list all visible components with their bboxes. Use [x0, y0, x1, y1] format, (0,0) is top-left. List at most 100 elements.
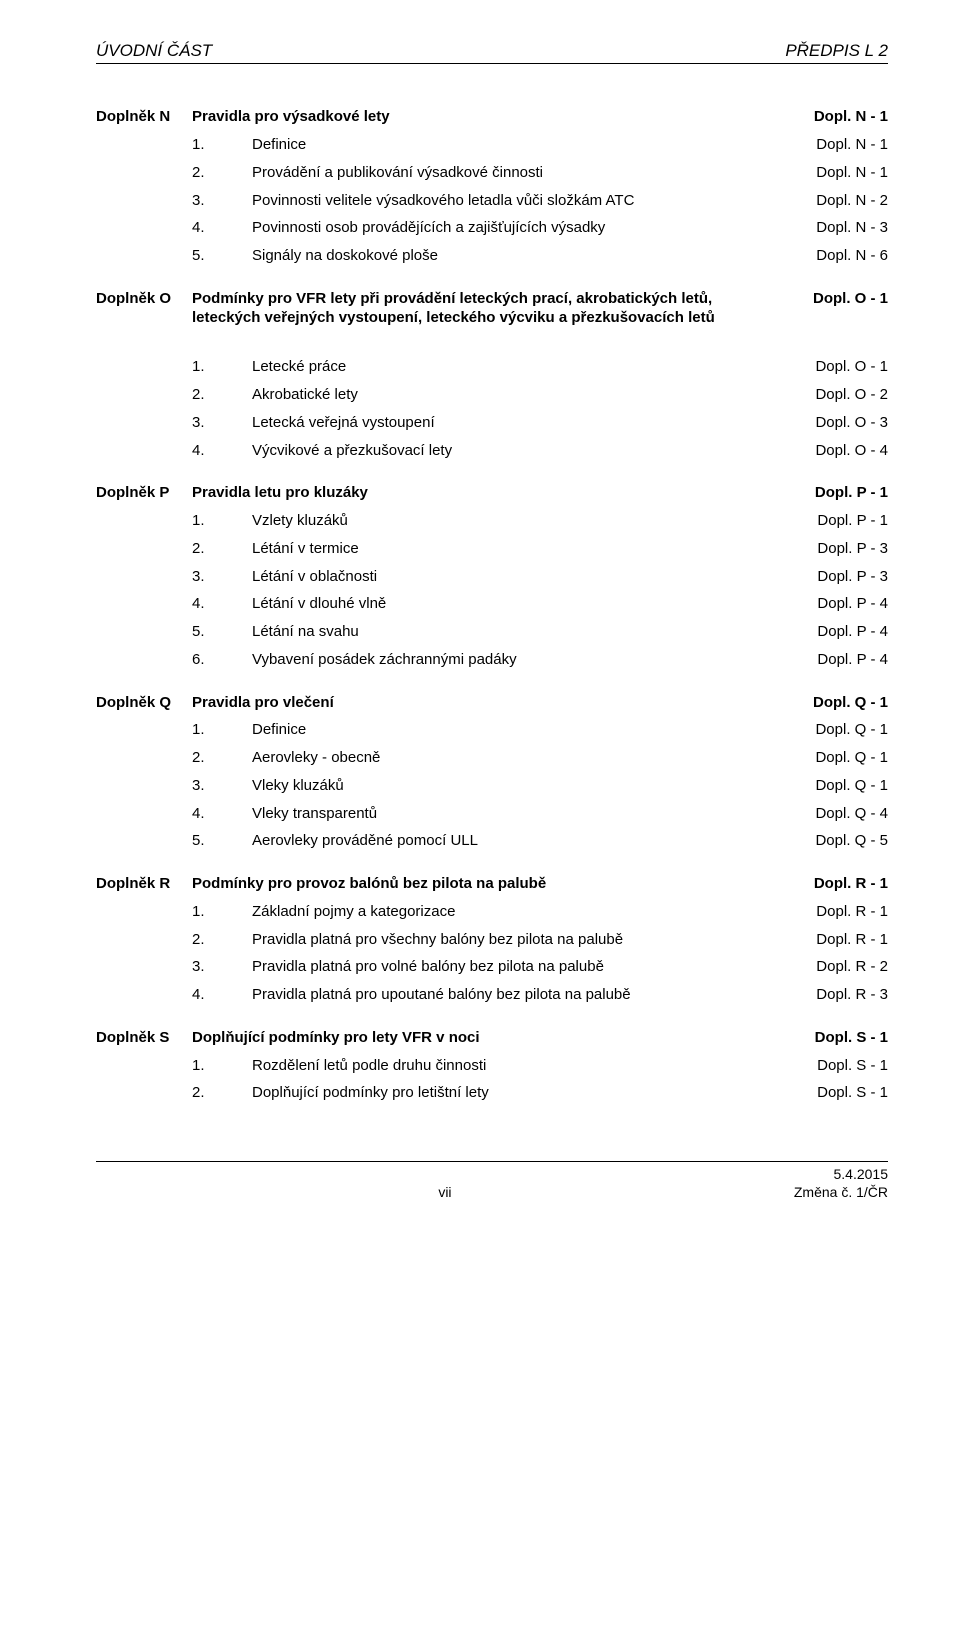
section-label: Doplněk O [96, 290, 192, 309]
toc-item-page: Dopl. O - 3 [793, 414, 888, 433]
toc-item-number: 1. [192, 1057, 252, 1076]
toc-item-row: 4.Vleky transparentůDopl. Q - 4 [96, 805, 888, 824]
toc-item-number: 3. [192, 414, 252, 433]
toc-item-page: Dopl. Q - 1 [793, 749, 888, 768]
toc-item-text: Aerovleky - obecně [252, 749, 793, 768]
toc-item-text: Rozdělení letů podle druhu činnosti [252, 1057, 793, 1076]
toc-item-number: 2. [192, 1084, 252, 1103]
toc-item-number: 6. [192, 651, 252, 670]
section-title: Doplňující podmínky pro lety VFR v noci [192, 1029, 793, 1048]
footer-change: Změna č. 1/ČR [794, 1184, 888, 1200]
page-footer: vii 5.4.2015 Změna č. 1/ČR [96, 1161, 888, 1201]
section-page: Dopl. N - 1 [793, 108, 888, 127]
toc-item-number: 5. [192, 832, 252, 851]
toc-item-row: 5.Aerovleky prováděné pomocí ULLDopl. Q … [96, 832, 888, 851]
toc-item-number: 4. [192, 219, 252, 238]
toc-item-text: Pravidla platná pro volné balóny bez pil… [252, 958, 793, 977]
header-right: PŘEDPIS L 2 [785, 40, 888, 61]
toc-item-page: Dopl. Q - 1 [793, 721, 888, 740]
toc-section: Doplněk NPravidla pro výsadkové letyDopl… [96, 108, 888, 266]
section-label: Doplněk N [96, 108, 192, 127]
toc-item-row: 2.Doplňující podmínky pro letištní letyD… [96, 1084, 888, 1103]
toc-item-text: Letecká veřejná vystoupení [252, 414, 793, 433]
toc-item-number: 5. [192, 247, 252, 266]
toc-item-text: Létání v termice [252, 540, 793, 559]
toc-item-number: 2. [192, 749, 252, 768]
table-of-contents: Doplněk NPravidla pro výsadkové letyDopl… [96, 108, 888, 1103]
toc-item-number: 3. [192, 958, 252, 977]
toc-item-text: Povinnosti velitele výsadkového letadla … [252, 192, 793, 211]
toc-item-number: 3. [192, 777, 252, 796]
toc-item-number: 4. [192, 442, 252, 461]
toc-item-number: 2. [192, 164, 252, 183]
toc-item-row: 5.Signály na doskokové plošeDopl. N - 6 [96, 247, 888, 266]
toc-item-number: 3. [192, 568, 252, 587]
toc-item-page: Dopl. R - 2 [793, 958, 888, 977]
toc-item-page: Dopl. N - 1 [793, 136, 888, 155]
toc-item-row: 1.DefiniceDopl. Q - 1 [96, 721, 888, 740]
toc-item-text: Akrobatické lety [252, 386, 793, 405]
toc-item-row: 2.Akrobatické letyDopl. O - 2 [96, 386, 888, 405]
toc-item-text: Létání v oblačnosti [252, 568, 793, 587]
toc-item-text: Pravidla platná pro všechny balóny bez p… [252, 931, 793, 950]
section-label: Doplněk R [96, 875, 192, 894]
toc-item-text: Létání v dlouhé vlně [252, 595, 793, 614]
section-title-row: Doplněk QPravidla pro vlečeníDopl. Q - 1 [96, 694, 888, 713]
toc-item-number: 2. [192, 931, 252, 950]
toc-item-number: 1. [192, 358, 252, 377]
toc-item-page: Dopl. R - 3 [793, 986, 888, 1005]
section-title: Pravidla pro vlečení [192, 694, 793, 713]
toc-item-text: Vleky transparentů [252, 805, 793, 824]
toc-item-number: 1. [192, 721, 252, 740]
toc-item-text: Aerovleky prováděné pomocí ULL [252, 832, 793, 851]
page-header: ÚVODNÍ ČÁST PŘEDPIS L 2 [96, 40, 888, 64]
toc-item-row: 1.Základní pojmy a kategorizaceDopl. R -… [96, 903, 888, 922]
toc-item-page: Dopl. Q - 4 [793, 805, 888, 824]
footer-date: 5.4.2015 [834, 1166, 889, 1182]
footer-right: 5.4.2015 Změna č. 1/ČR [794, 1166, 888, 1201]
footer-page-number: vii [96, 1184, 794, 1202]
toc-item-number: 1. [192, 903, 252, 922]
header-left: ÚVODNÍ ČÁST [96, 40, 212, 61]
toc-item-row: 3.Povinnosti velitele výsadkového letadl… [96, 192, 888, 211]
toc-section: Doplněk PPravidla letu pro kluzákyDopl. … [96, 484, 888, 669]
toc-item-page: Dopl. O - 1 [793, 358, 888, 377]
toc-item-number: 5. [192, 623, 252, 642]
toc-item-row: 2.Aerovleky - obecněDopl. Q - 1 [96, 749, 888, 768]
toc-item-row: 3.Letecká veřejná vystoupeníDopl. O - 3 [96, 414, 888, 433]
toc-item-page: Dopl. P - 3 [793, 540, 888, 559]
toc-item-number: 4. [192, 805, 252, 824]
toc-item-number: 2. [192, 540, 252, 559]
toc-item-text: Základní pojmy a kategorizace [252, 903, 793, 922]
toc-item-number: 4. [192, 986, 252, 1005]
toc-item-row: 4.Létání v dlouhé vlněDopl. P - 4 [96, 595, 888, 614]
toc-item-page: Dopl. P - 4 [793, 595, 888, 614]
toc-item-text: Vybavení posádek záchrannými padáky [252, 651, 793, 670]
toc-item-row: 4.Povinnosti osob provádějících a zajišť… [96, 219, 888, 238]
section-page: Dopl. O - 1 [793, 290, 888, 309]
toc-item-page: Dopl. P - 3 [793, 568, 888, 587]
toc-item-row: 4.Pravidla platná pro upoutané balóny be… [96, 986, 888, 1005]
toc-item-row: 5.Létání na svahuDopl. P - 4 [96, 623, 888, 642]
toc-item-number: 1. [192, 512, 252, 531]
toc-item-page: Dopl. N - 1 [793, 164, 888, 183]
section-title: Pravidla pro výsadkové lety [192, 108, 793, 127]
toc-item-page: Dopl. N - 3 [793, 219, 888, 238]
section-page: Dopl. S - 1 [793, 1029, 888, 1048]
section-title: Podmínky pro VFR lety při provádění lete… [192, 290, 793, 328]
toc-item-row: 2.Létání v termiceDopl. P - 3 [96, 540, 888, 559]
toc-item-row: 3.Létání v oblačnostiDopl. P - 3 [96, 568, 888, 587]
toc-item-row: 6.Vybavení posádek záchrannými padákyDop… [96, 651, 888, 670]
toc-section: Doplněk OPodmínky pro VFR lety při prová… [96, 290, 888, 461]
toc-item-text: Letecké práce [252, 358, 793, 377]
toc-item-row: 1.Rozdělení letů podle druhu činnostiDop… [96, 1057, 888, 1076]
toc-item-number: 1. [192, 136, 252, 155]
toc-item-page: Dopl. S - 1 [793, 1057, 888, 1076]
toc-item-number: 4. [192, 595, 252, 614]
toc-item-page: Dopl. O - 2 [793, 386, 888, 405]
section-title-row: Doplněk NPravidla pro výsadkové letyDopl… [96, 108, 888, 127]
section-title-row: Doplněk SDoplňující podmínky pro lety VF… [96, 1029, 888, 1048]
toc-item-text: Definice [252, 721, 793, 740]
toc-section: Doplněk QPravidla pro vlečeníDopl. Q - 1… [96, 694, 888, 852]
toc-item-text: Pravidla platná pro upoutané balóny bez … [252, 986, 793, 1005]
